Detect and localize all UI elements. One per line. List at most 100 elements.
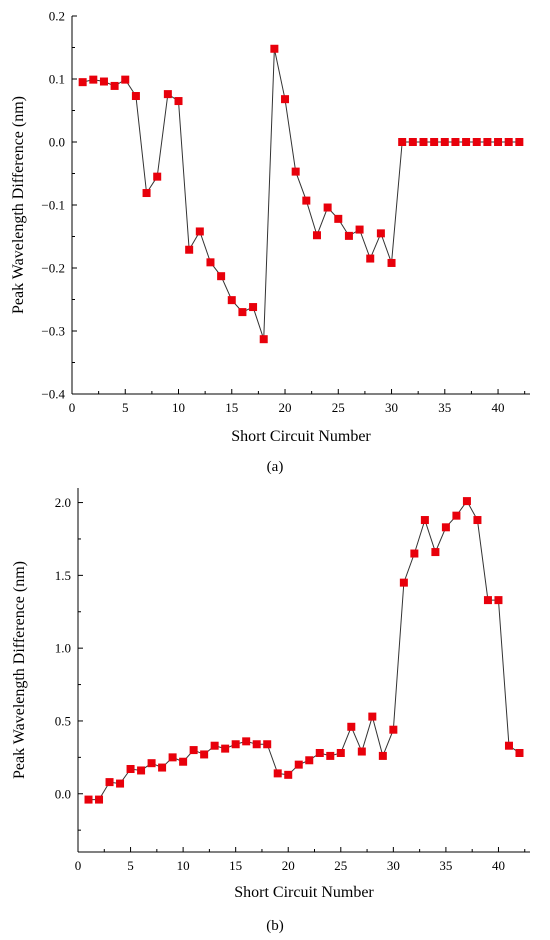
x-tick-label: 35 [439,858,452,873]
data-point-marker [420,516,429,525]
y-tick-label: −0.2 [41,261,65,276]
data-point-marker [78,78,87,87]
panel-caption: (b) [266,918,284,934]
x-tick-label: 20 [282,858,295,873]
data-point-marker [323,203,332,212]
y-tick-label: 0.0 [49,135,65,150]
data-point-marker [217,272,226,281]
data-point-marker [270,44,279,53]
data-point-marker [95,795,104,804]
x-tick-label: 15 [229,858,242,873]
data-point-marker [174,97,183,106]
data-point-marker [431,548,440,557]
x-tick-label: 15 [225,400,238,415]
y-axis-title: Peak Wavelength Difference (nm) [10,96,27,314]
data-point-marker [419,138,428,146]
data-point-marker [494,596,503,605]
x-tick-label: 25 [334,858,347,873]
data-point-marker [137,766,146,775]
data-point-marker [472,138,481,146]
data-point-marker [430,138,439,146]
data-point-marker [153,172,162,181]
data-point-marker [121,75,130,84]
data-point-marker [142,189,151,198]
data-point-marker [105,778,114,787]
x-tick-label: 25 [332,400,345,415]
data-point-marker [515,138,524,146]
data-point-marker [252,740,261,749]
data-point-marker [242,737,251,746]
data-point-marker [441,523,450,532]
data-point-marker [84,795,93,804]
data-point-marker [206,258,215,267]
x-tick-label: 40 [492,400,505,415]
data-point-marker [116,779,125,788]
chart-panel-a: −0.4 −0.3 −0.2 −0.1 0.0 0.1 0.2 0 5 10 15 20 25 30 35 4… [10,9,530,475]
data-point-marker [355,225,364,234]
x-tick-label: 10 [177,858,190,873]
data-point-marker [494,138,503,146]
data-point-marker [368,712,377,721]
data-point-marker [273,769,282,778]
x-tick-label: 35 [438,400,451,415]
data-point-marker [462,497,471,506]
data-point-marker [126,765,135,774]
data-point-marker [305,756,314,765]
data-point-marker [315,748,324,757]
x-tick-label: 5 [122,400,129,415]
data-point-marker [281,95,290,104]
data-point-marker [147,759,156,768]
data-point-marker [473,516,482,525]
data-point-marker [291,167,300,176]
data-point-marker [249,303,258,312]
data-point-marker [179,757,188,766]
data-point-marker [376,229,385,238]
data-point-marker [483,596,492,605]
data-point-marker [185,245,194,254]
data-point-marker [408,138,417,146]
data-point-marker [440,138,449,146]
data-point-marker [263,740,272,749]
data-point-marker [312,231,321,240]
data-point-marker [110,81,119,90]
x-tick-label: 40 [492,858,505,873]
data-point-marker [227,296,236,305]
data-point-marker [210,741,219,750]
series-line [88,500,520,801]
x-axis-title: Short Circuit Number [231,428,371,445]
data-point-marker [336,748,345,757]
data-point-marker [221,744,230,753]
data-point-marker [326,751,335,760]
data-point-marker [357,747,366,756]
panel-caption: (a) [267,459,284,475]
data-point-marker [131,92,140,101]
y-axis-title: Peak Wavelength Difference (nm) [11,561,28,779]
data-point-marker [163,90,172,99]
y-tick-label: 0.0 [55,786,71,801]
y-tick-label: 1.0 [55,641,71,656]
data-point-marker [238,308,247,317]
y-tick-label: 1.5 [55,568,71,583]
data-point-marker [89,75,98,84]
data-point-marker [462,138,471,146]
chart-panel-b: 0.0 0.5 1.0 1.5 2.0 0 5 10 15 20 25 30 35 40 Short Cir… [11,488,530,934]
y-tick-label: −0.4 [41,387,65,402]
data-point-marker [284,770,293,779]
y-tick-label: −0.3 [41,324,65,339]
x-tick-label: 20 [279,400,292,415]
data-point-marker [302,196,311,205]
data-point-marker [347,722,356,731]
data-point-marker [99,77,108,86]
data-point-marker [189,746,198,755]
data-point-marker [259,335,268,344]
y-tick-label: −0.1 [41,198,65,213]
data-point-marker [389,725,398,734]
data-point-marker [398,138,407,146]
y-tick-label: 2.0 [55,495,71,510]
y-tick-label: 0.2 [49,9,65,24]
data-point-marker [399,578,408,587]
data-point-marker [515,748,524,757]
x-tick-label: 10 [172,400,185,415]
data-point-marker [366,254,375,263]
x-tick-label: 0 [75,858,82,873]
